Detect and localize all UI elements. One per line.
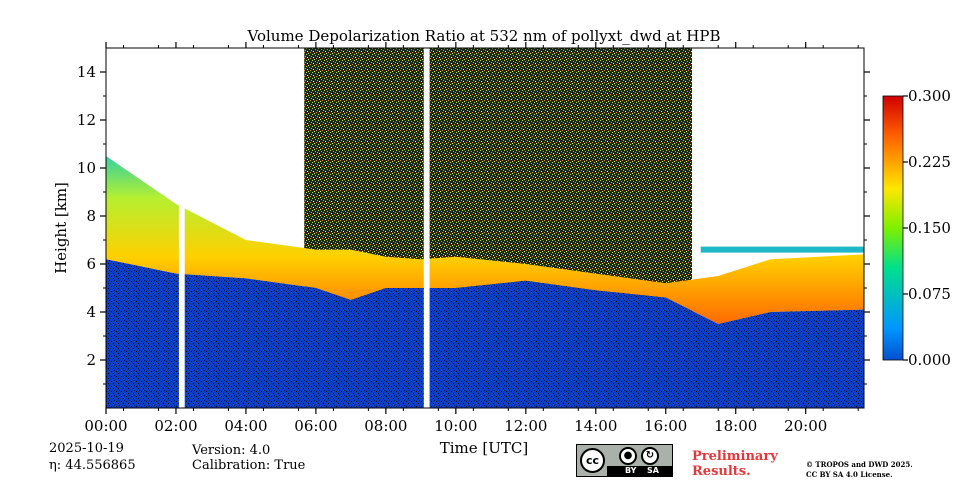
cc-license-badge[interactable]: cc ● ↻ BY SA bbox=[576, 444, 673, 477]
attribution-icon: ● bbox=[619, 447, 637, 465]
cc-by-label: BY bbox=[625, 466, 637, 475]
preliminary-results-label: Preliminary Results. bbox=[692, 449, 778, 479]
y-tick-label: 8 bbox=[86, 207, 96, 225]
cc-sa-label: SA bbox=[647, 466, 659, 475]
y-axis: 2 4 6 8 10 12 14 bbox=[77, 63, 870, 385]
thin-cloud-layer bbox=[700, 246, 864, 253]
data-gap-1 bbox=[178, 48, 185, 408]
y-tick-label: 4 bbox=[86, 303, 96, 321]
x-tick-label: 06:00 bbox=[294, 417, 337, 435]
colorbar bbox=[882, 95, 904, 361]
colorbar-tick-label: 0.300 bbox=[908, 87, 951, 105]
colorbar-axis: 0.000 0.075 0.150 0.225 0.300 bbox=[903, 87, 951, 369]
x-tick-label: 00:00 bbox=[84, 417, 127, 435]
depolarization-aerosol-layer bbox=[106, 156, 864, 324]
copyright-notice: © TROPOS and DWD 2025. CC BY SA 4.0 Lice… bbox=[806, 460, 913, 480]
x-axis-label: Time [UTC] bbox=[440, 439, 529, 457]
preliminary-line-2: Results. bbox=[692, 464, 751, 479]
copyright-line-2: CC BY SA 4.0 License. bbox=[806, 470, 893, 479]
y-axis-label: Height [km] bbox=[52, 182, 70, 274]
footer-date: 2025-10-19 bbox=[49, 441, 124, 456]
x-tick-label: 04:00 bbox=[224, 417, 267, 435]
share-alike-icon: ↻ bbox=[641, 447, 659, 465]
colorbar-tick-label: 0.075 bbox=[908, 285, 951, 303]
preliminary-line-1: Preliminary bbox=[692, 449, 778, 464]
footer-version: Version: 4.0 bbox=[192, 443, 271, 458]
y-tick-label: 10 bbox=[77, 159, 96, 177]
boundary-layer-low-depol bbox=[106, 259, 864, 408]
y-tick-label: 14 bbox=[77, 63, 96, 81]
cc-badge-strip: BY SA bbox=[607, 466, 672, 476]
y-tick-label: 12 bbox=[77, 111, 96, 129]
copyright-line-1: © TROPOS and DWD 2025. bbox=[806, 460, 913, 469]
cc-logo-icon: cc bbox=[580, 448, 605, 473]
footer-calibration: Calibration: True bbox=[192, 458, 306, 473]
x-tick-label: 08:00 bbox=[364, 417, 407, 435]
colorbar-tick-label: 0.225 bbox=[908, 153, 951, 171]
x-tick-label: 02:00 bbox=[154, 417, 197, 435]
x-tick-label: 10:00 bbox=[434, 417, 477, 435]
plot-frame bbox=[105, 47, 865, 409]
y-tick-label: 6 bbox=[86, 255, 96, 273]
colorbar-tick-label: 0.000 bbox=[908, 351, 951, 369]
data-gap-2 bbox=[423, 48, 430, 408]
y-tick-label: 2 bbox=[86, 351, 96, 369]
footer-eta: η: 44.556865 bbox=[49, 458, 136, 473]
x-tick-label: 18:00 bbox=[714, 417, 757, 435]
plot-area bbox=[106, 48, 864, 408]
x-tick-label: 12:00 bbox=[504, 417, 547, 435]
colorbar-tick-label: 0.150 bbox=[908, 219, 951, 237]
x-axis: 00:00 02:00 04:00 06:00 08:00 10:00 12:00 14:00… bbox=[84, 42, 859, 435]
chart-title: Volume Depolarization Ratio at 532 nm of… bbox=[247, 27, 721, 45]
x-tick-label: 14:00 bbox=[574, 417, 617, 435]
x-tick-label: 16:00 bbox=[644, 417, 687, 435]
x-tick-label: 20:00 bbox=[784, 417, 827, 435]
